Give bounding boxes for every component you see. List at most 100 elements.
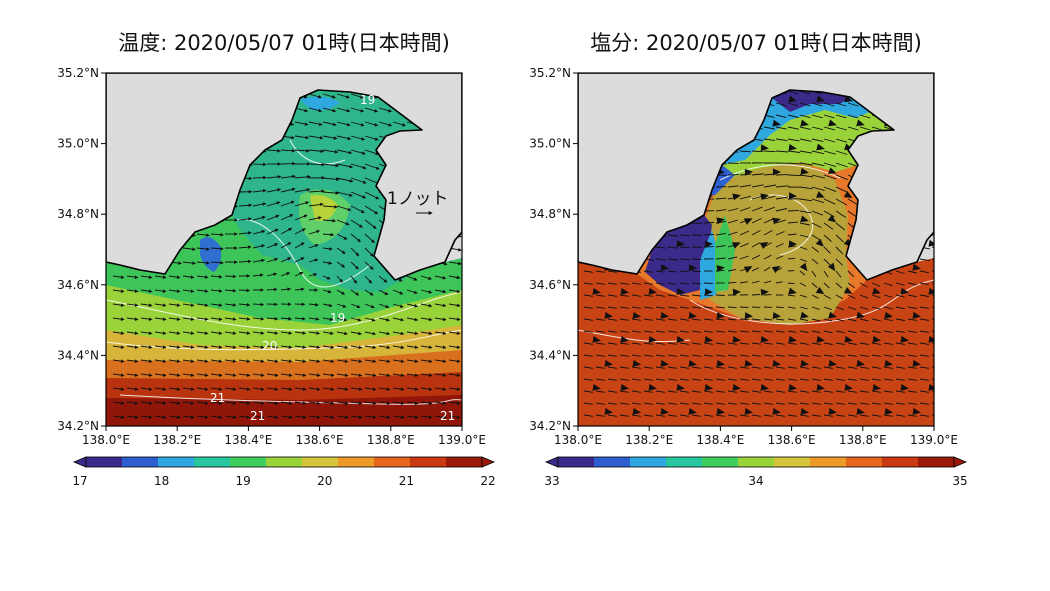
- current-arrow: [859, 342, 869, 345]
- current-arrow: [919, 270, 929, 274]
- current-arrow: [787, 342, 797, 345]
- current-arrow: [835, 210, 847, 218]
- current-arrow: [763, 126, 775, 130]
- current-arrow: [895, 390, 905, 393]
- current-arrow: [787, 294, 796, 297]
- current-arrow: [787, 209, 800, 212]
- current-arrow: [607, 342, 617, 345]
- current-arrow: [811, 354, 821, 357]
- current-arrow: [823, 270, 829, 278]
- current-arrow: [739, 150, 751, 153]
- current-arrow: [835, 234, 844, 243]
- current-arrow: [210, 275, 223, 279]
- current-arrow: [350, 149, 366, 155]
- lon-tick-label: 138.4°E: [696, 433, 744, 447]
- current-arrow: [364, 191, 380, 200]
- current-arrow: [280, 187, 296, 193]
- current-arrow: [691, 342, 701, 345]
- current-arrow: [266, 228, 279, 235]
- current-arrow: [238, 373, 251, 377]
- current-arrow: [643, 270, 653, 273]
- current-arrow: [294, 373, 307, 377]
- current-arrow: [799, 366, 809, 369]
- current-arrow: [835, 378, 845, 381]
- coastline: [578, 73, 934, 281]
- current-arrow: [140, 415, 153, 419]
- current-arrow: [655, 258, 667, 261]
- current-arrow: [787, 318, 797, 321]
- current-arrow: [775, 378, 785, 381]
- current-arrow: [835, 162, 848, 168]
- temperature-map: 19 19 20 21 21 21: [106, 73, 462, 426]
- current-arrowhead: [744, 407, 753, 415]
- current-arrow: [294, 201, 310, 207]
- current-arrow: [406, 345, 419, 350]
- current-arrow: [308, 345, 321, 349]
- current-arrow: [448, 275, 461, 280]
- current-arrow: [631, 318, 641, 321]
- current-arrow: [799, 198, 813, 202]
- current-arrow: [448, 289, 461, 294]
- current-arrow: [619, 306, 629, 309]
- current-arrow: [210, 345, 223, 349]
- current-arrow: [406, 387, 419, 391]
- current-arrow: [308, 229, 321, 235]
- current-arrow: [667, 294, 677, 297]
- current-arrow: [679, 342, 689, 345]
- current-arrow: [336, 289, 346, 295]
- current-arrow: [847, 402, 857, 405]
- current-arrow: [751, 280, 760, 284]
- current-arrow: [210, 246, 224, 251]
- current-arrow: [763, 342, 773, 345]
- current-arrow: [667, 306, 677, 309]
- current-arrow: [859, 354, 869, 357]
- current-arrow: [919, 354, 929, 357]
- current-arrow: [643, 306, 653, 309]
- current-arrow: [739, 402, 749, 405]
- current-arrow: [154, 317, 167, 321]
- current-arrow: [799, 258, 807, 263]
- current-arrow: [336, 149, 353, 155]
- current-arrow: [775, 219, 786, 224]
- current-arrow: [196, 289, 209, 293]
- current-arrow: [691, 282, 701, 285]
- current-arrow: [238, 345, 251, 349]
- current-arrow: [406, 275, 418, 281]
- colorbar-cell: [122, 457, 159, 467]
- current-arrow: [871, 318, 881, 322]
- current-arrow: [835, 414, 845, 417]
- current-arrow: [238, 259, 252, 264]
- current-arrow: [667, 342, 677, 345]
- current-arrowhead: [604, 359, 613, 367]
- current-arrow: [799, 282, 807, 287]
- current-arrow: [350, 219, 363, 228]
- current-arrow: [294, 148, 310, 153]
- current-arrow: [406, 415, 419, 419]
- current-arrow: [266, 316, 279, 321]
- current-arrow: [196, 373, 209, 377]
- current-arrow: [787, 414, 797, 417]
- current-arrow: [364, 359, 377, 364]
- current-arrow: [847, 198, 859, 206]
- current-arrowhead: [648, 287, 657, 295]
- current-arrow: [739, 207, 751, 212]
- current-arrow: [811, 222, 822, 228]
- current-arrow: [919, 282, 929, 286]
- current-arrow: [715, 402, 725, 405]
- current-arrow: [322, 373, 335, 377]
- current-arrow: [266, 257, 279, 263]
- current-arrow: [224, 345, 237, 349]
- current-arrowhead: [816, 383, 825, 391]
- current-arrow: [787, 257, 796, 260]
- current-arrow: [727, 318, 737, 321]
- current-arrow: [350, 233, 361, 243]
- current-arrow: [679, 294, 689, 297]
- current-arrow: [364, 219, 377, 229]
- current-arrow: [364, 135, 379, 141]
- current-arrow: [168, 359, 181, 363]
- current-arrow: [294, 175, 311, 179]
- current-arrowhead: [632, 311, 641, 319]
- current-arrow: [691, 354, 701, 357]
- current-arrow: [595, 342, 605, 345]
- current-arrow: [294, 287, 305, 292]
